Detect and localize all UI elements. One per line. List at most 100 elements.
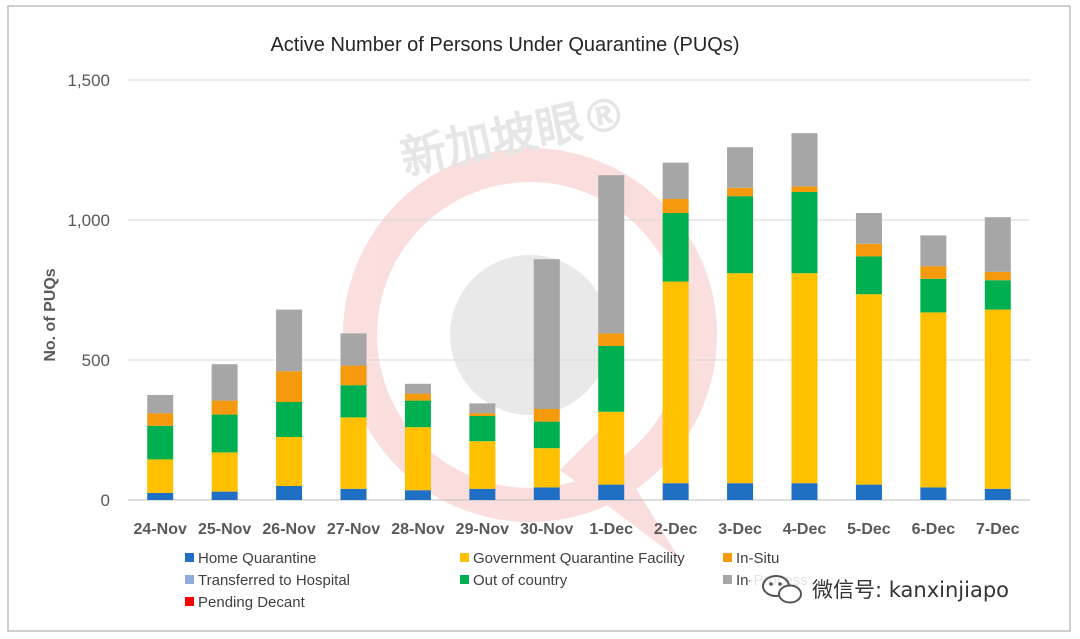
x-tick-label: 2-Dec <box>654 521 698 538</box>
bar-segment <box>469 416 496 442</box>
bar-segment <box>791 133 818 187</box>
bars <box>147 133 1011 500</box>
bar-segment <box>855 213 882 244</box>
bar-segment <box>340 333 367 366</box>
bar-segment <box>855 256 882 295</box>
legend-item: Government Quarantine Facility <box>460 550 685 567</box>
bar-segment <box>211 452 238 492</box>
bar-segment <box>984 271 1011 281</box>
watermark-center <box>450 255 610 415</box>
legend-swatch <box>185 553 194 562</box>
x-tick-label: 30-Nov <box>520 521 573 538</box>
bar-segment <box>984 217 1011 272</box>
bar-segment <box>920 312 947 488</box>
x-tick-label: 7-Dec <box>976 521 1020 538</box>
bar-segment <box>662 162 689 199</box>
wechat-label: 微信号: kanxinjiapo <box>812 578 1009 602</box>
bar-segment <box>662 483 689 500</box>
bar-segment <box>533 409 560 422</box>
wechat-badge: 微信号: kanxinjiapo <box>750 568 1058 608</box>
legend-item: Home Quarantine <box>185 550 316 567</box>
x-tick-label: 27-Nov <box>327 521 380 538</box>
x-tick-label: 1-Dec <box>589 521 633 538</box>
bar-segment <box>855 294 882 485</box>
legend-swatch <box>723 575 732 584</box>
bar-segment <box>276 309 303 372</box>
chart-title: Active Number of Persons Under Quarantin… <box>270 34 739 56</box>
legend-label: In-Situ <box>736 550 779 567</box>
bar-segment <box>404 490 431 500</box>
bar-segment <box>598 175 625 334</box>
legend-item: In-Situ <box>723 550 779 567</box>
x-tick-label: 4-Dec <box>783 521 827 538</box>
bar-segment <box>469 441 496 489</box>
bar-segment <box>791 273 818 484</box>
bar-segment <box>469 403 496 414</box>
legend-label: Transferred to Hospital <box>198 572 350 589</box>
bar-segment <box>340 385 367 418</box>
legend-label: Home Quarantine <box>198 550 316 567</box>
bar-segment <box>276 437 303 486</box>
bar-segment <box>147 395 174 414</box>
bar-segment <box>147 459 174 493</box>
bar-segment <box>791 483 818 500</box>
bar-segment <box>211 400 238 415</box>
legend-swatch <box>460 575 469 584</box>
bar-segment <box>727 273 754 484</box>
bar-segment <box>469 488 496 500</box>
bar-segment <box>147 425 174 460</box>
bar-segment <box>276 486 303 500</box>
bar-segment <box>533 448 560 488</box>
bar-segment <box>533 421 560 449</box>
bar-segment <box>404 383 431 394</box>
bar-segment <box>340 488 367 500</box>
bar-segment <box>404 400 431 428</box>
bar-segment <box>598 333 625 346</box>
x-tick-label: 25-Nov <box>198 521 251 538</box>
y-tick-label: 1,000 <box>67 211 110 230</box>
bar-segment <box>404 427 431 491</box>
x-tick-label: 28-Nov <box>391 521 444 538</box>
bar-segment <box>920 235 947 267</box>
bar-segment <box>147 413 174 426</box>
x-tick-label: 5-Dec <box>847 521 891 538</box>
bar-segment <box>920 278 947 313</box>
legend-item: Out of country <box>460 572 568 589</box>
x-tick-label: 29-Nov <box>456 521 509 538</box>
bar-segment <box>211 491 238 500</box>
bar-segment <box>920 266 947 279</box>
bar-segment <box>662 281 689 484</box>
bar-segment <box>340 365 367 386</box>
bar-segment <box>984 280 1011 310</box>
legend-swatch <box>185 575 194 584</box>
legend: Home Quarantine Government Quarantine Fac… <box>185 550 808 611</box>
legend-label: Out of country <box>473 572 568 589</box>
bar-segment <box>984 309 1011 489</box>
bar-segment <box>598 346 625 412</box>
x-tick-labels: 24-Nov 25-Nov 26-Nov 27-Nov 28-Nov 29-Nov 30-N… <box>134 521 1020 538</box>
x-tick-label: 6-Dec <box>912 521 956 538</box>
y-axis-label: No. of PUQs <box>42 268 59 361</box>
bar-segment <box>920 487 947 500</box>
bar-segment <box>791 186 818 192</box>
bar-segment <box>855 484 882 500</box>
bar-segment <box>727 187 754 197</box>
legend-label: Government Quarantine Facility <box>473 550 685 567</box>
x-tick-label: 3-Dec <box>718 521 762 538</box>
bar-segment <box>533 487 560 500</box>
legend-item: Transferred to Hospital <box>185 572 350 589</box>
y-tick-label: 0 <box>101 491 110 510</box>
legend-label: Pending Decant <box>198 594 306 611</box>
wechat-badge-bg <box>750 568 1058 608</box>
wechat-icon <box>762 575 802 604</box>
bar-segment <box>791 192 818 274</box>
bar-segment <box>469 413 496 416</box>
bar-segment <box>533 259 560 409</box>
x-tick-label: 26-Nov <box>262 521 315 538</box>
bar-segment <box>211 414 238 453</box>
bar-segment <box>727 147 754 188</box>
bar-segment <box>727 483 754 500</box>
bar-segment <box>276 402 303 437</box>
